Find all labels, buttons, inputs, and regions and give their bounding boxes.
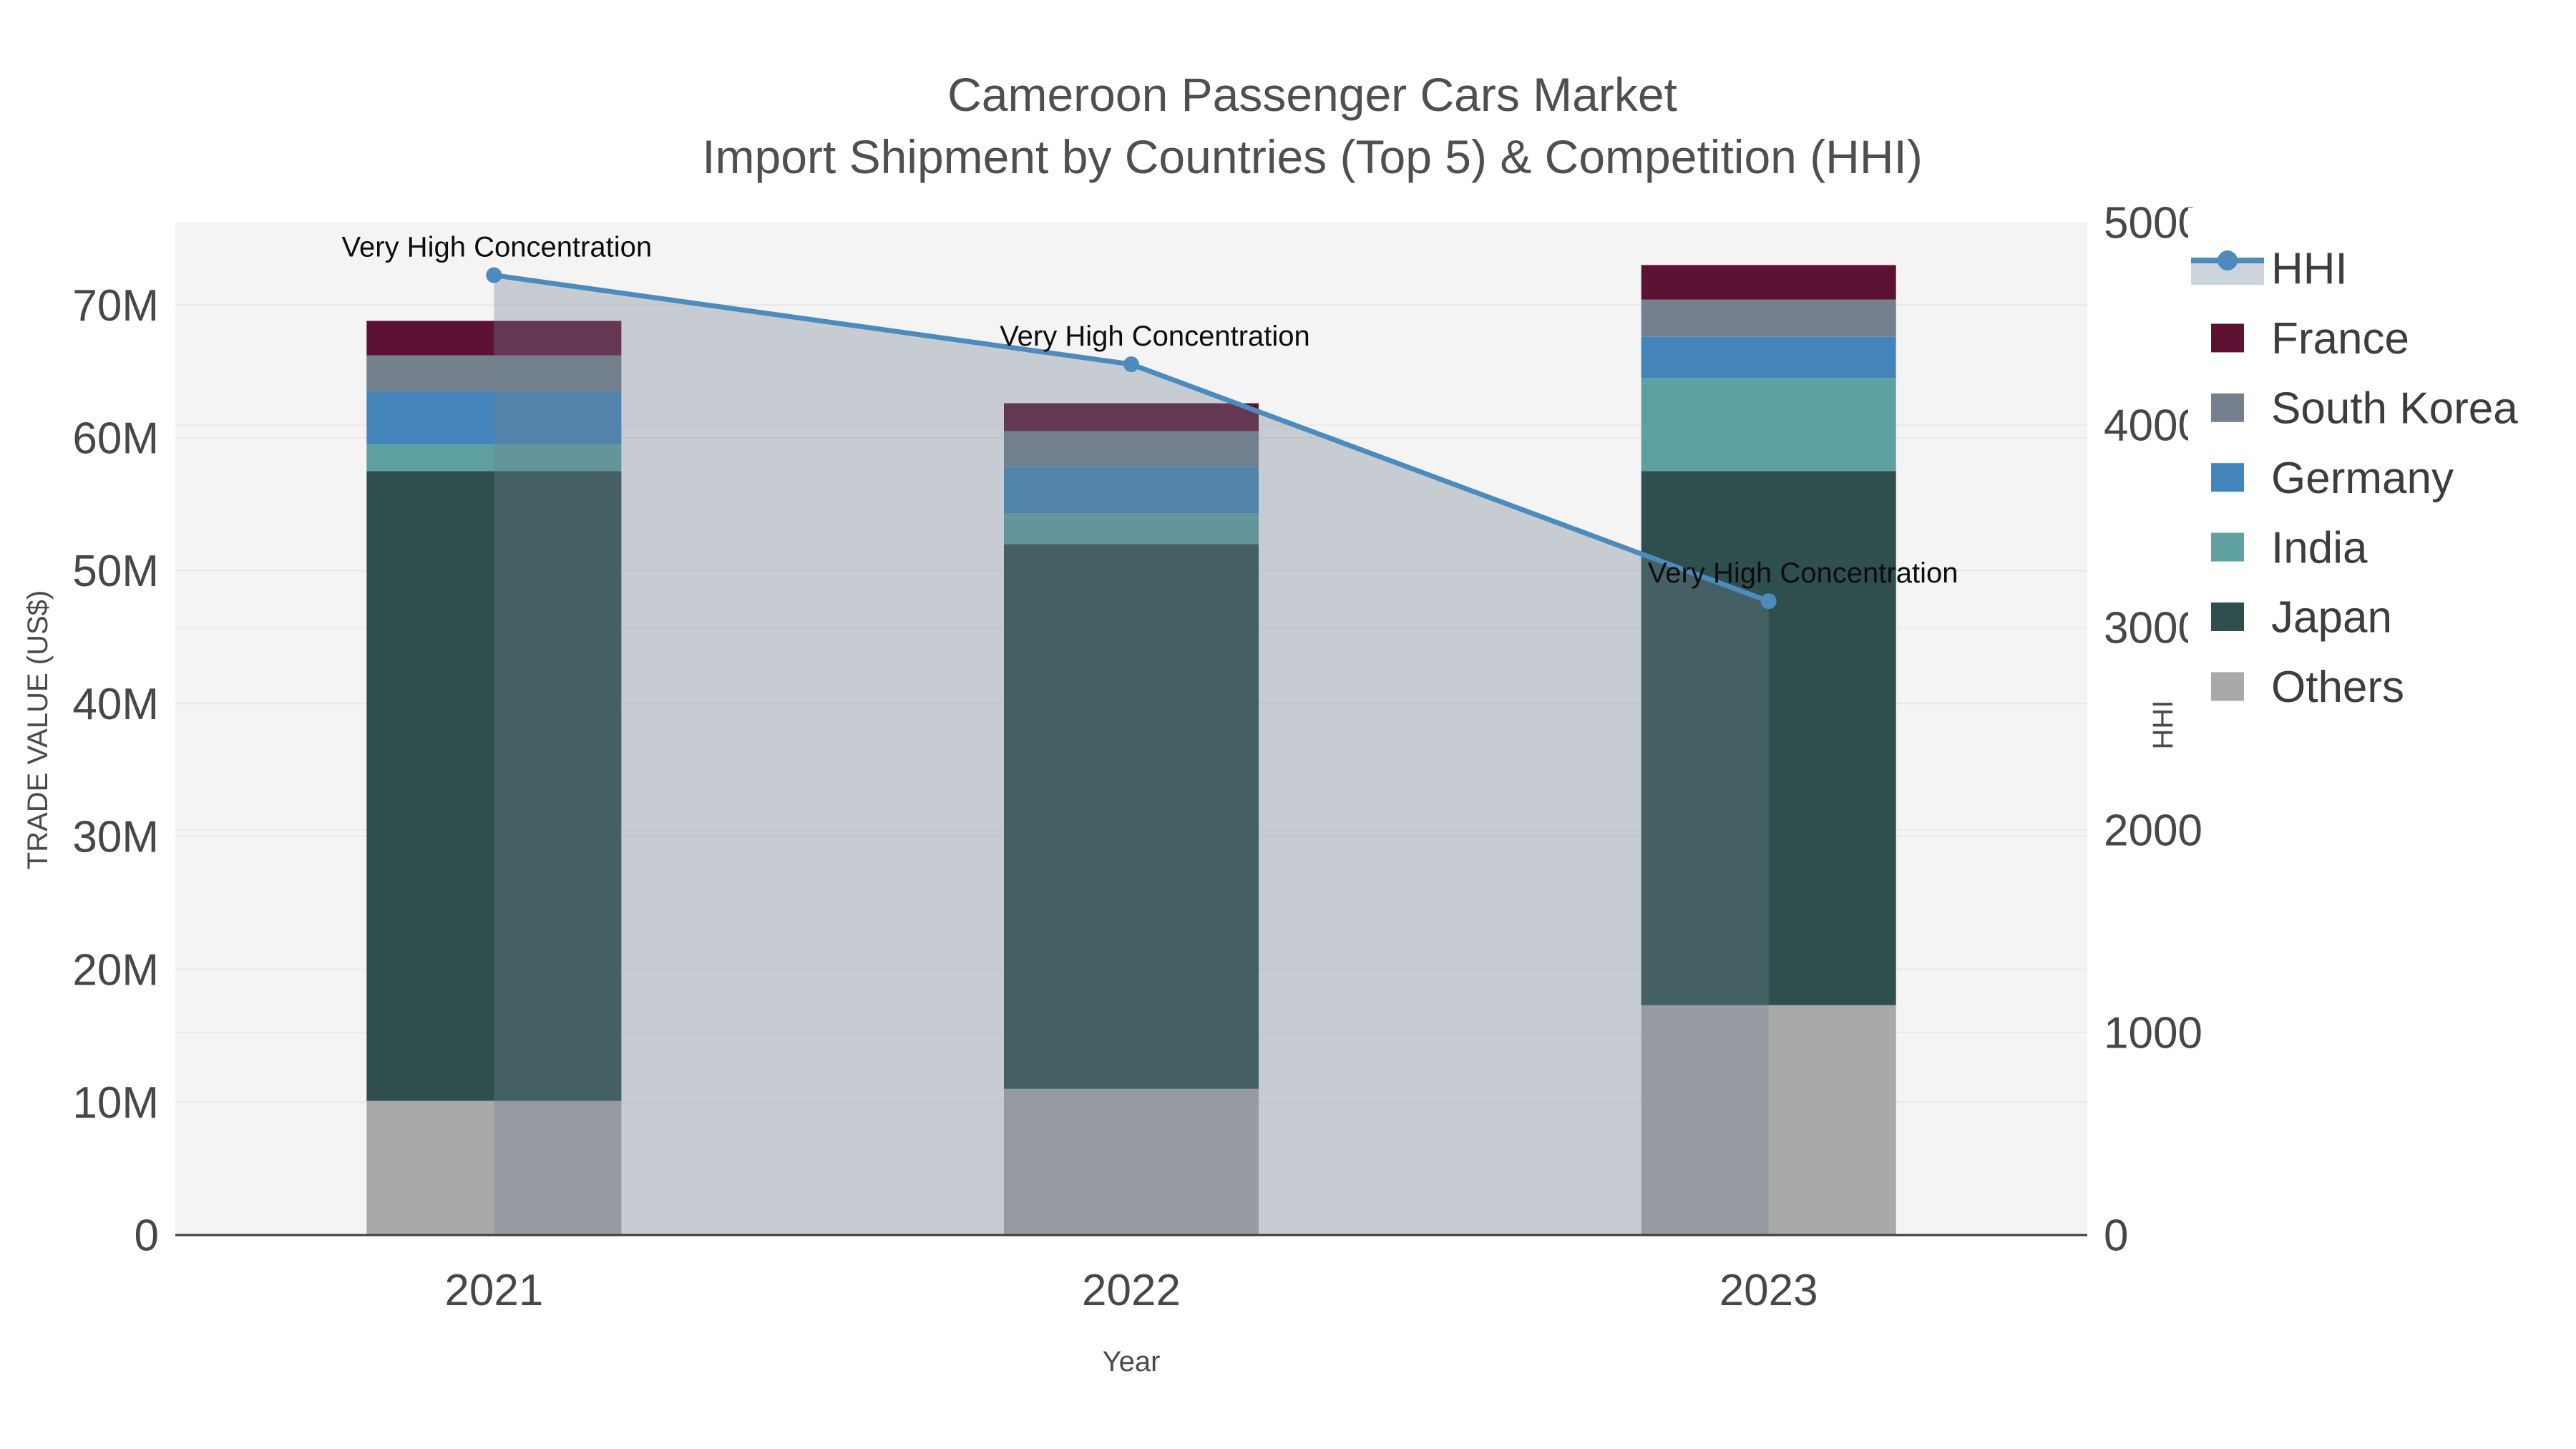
bar-segment-japan-2021[interactable] (366, 471, 622, 1101)
hhi-area-fill (494, 275, 1769, 1236)
annotation-2021: Very High Concentration (342, 232, 653, 263)
y-right-tick: 2000 (2104, 806, 2202, 856)
y-right-tick: 1000 (2104, 1009, 2202, 1058)
bar-segment-germany-2022[interactable] (1004, 467, 1259, 514)
bar-segment-france-2021[interactable] (366, 321, 622, 356)
bar-segment-japan-2023[interactable] (1641, 471, 1896, 1005)
y-left-axis-title: TRADE VALUE (US$) (22, 590, 54, 869)
y-right-tick: 5000 (2104, 199, 2202, 248)
legend-item-france[interactable]: France (2211, 314, 2409, 364)
legend-swatch-germany (2211, 463, 2244, 492)
hhi-point-2023[interactable] (1760, 593, 1777, 610)
bar-segment-south-korea-2022[interactable] (1004, 431, 1259, 467)
y-left-tick: 20M (72, 945, 159, 995)
bar-segment-germany-2021[interactable] (366, 391, 622, 445)
chart-title-line2: Import Shipment by Countries (Top 5) & C… (702, 130, 1923, 183)
bar-segment-india-2022[interactable] (1004, 513, 1259, 545)
hhi-point-2021[interactable] (486, 267, 502, 283)
x-tick-2022: 2022 (1082, 1266, 1181, 1315)
legend: HHI France South Korea Germany India Japan Oth… (2188, 208, 2576, 737)
hhi-line-layer (486, 267, 1777, 610)
y-right-tick: 0 (2104, 1211, 2128, 1261)
legend-item-japan[interactable]: Japan (2211, 593, 2392, 643)
bar-segment-others-2022[interactable] (1004, 1088, 1259, 1235)
y-right-axis-title: HHI (2147, 701, 2179, 750)
y-left-tick: 70M (72, 281, 159, 331)
annotation-2022: Very High Concentration (1000, 321, 1310, 352)
y-left-tick: 60M (72, 414, 159, 464)
x-tick-2023: 2023 (1719, 1266, 1818, 1315)
annotation-layer: Very High Concentration Very High Concent… (342, 232, 1958, 590)
bar-segment-germany-2023[interactable] (1641, 336, 1896, 379)
bar-segment-others-2023[interactable] (1641, 1005, 1896, 1235)
y-left-tick: 50M (72, 547, 159, 596)
y-left-tick: 40M (72, 680, 159, 729)
legend-label: Others (2271, 663, 2404, 712)
bar-segment-south-korea-2021[interactable] (366, 355, 622, 391)
bar-segment-india-2021[interactable] (366, 444, 622, 472)
legend-label: India (2271, 523, 2368, 572)
stacked-bars-layer (366, 265, 1896, 1235)
legend-swatch-japan (2211, 602, 2244, 631)
legend-swatch-india (2211, 532, 2244, 562)
legend-label: Germany (2271, 454, 2454, 503)
hhi-point-2022[interactable] (1123, 356, 1139, 373)
legend-swatch-france (2211, 323, 2244, 353)
x-tick-2021: 2021 (444, 1266, 543, 1315)
y-right-tick: 3000 (2104, 604, 2202, 653)
bar-segment-south-korea-2023[interactable] (1641, 299, 1896, 337)
bar-segment-others-2021[interactable] (366, 1101, 622, 1235)
chart-title-line1: Cameroon Passenger Cars Market (947, 68, 1677, 121)
legend-label: Japan (2271, 593, 2392, 643)
hhi-area-layer (494, 275, 1769, 1236)
legend-swatch-others (2211, 672, 2244, 701)
bar-segment-france-2023[interactable] (1641, 265, 1896, 300)
bar-segment-india-2023[interactable] (1641, 378, 1896, 472)
annotation-2023: Very High Concentration (1648, 557, 1958, 589)
legend-item-india[interactable]: India (2211, 523, 2368, 572)
y-left-tick: 10M (72, 1078, 159, 1128)
legend-background (2188, 208, 2576, 737)
legend-label: France (2271, 314, 2409, 364)
x-axis-title: Year (1103, 1346, 1161, 1377)
legend-item-others[interactable]: Others (2211, 663, 2404, 712)
y-right-tick: 4000 (2104, 401, 2202, 451)
axis-layer: 0 10M 20M 30M 40M 50M 60M 70M 0 1000 2000 3000 4000 5… (72, 199, 2202, 1315)
legend-label: HHI (2271, 245, 2348, 294)
legend-label: South Korea (2271, 384, 2518, 434)
bar-segment-france-2022[interactable] (1004, 403, 1259, 431)
legend-swatch-south-korea (2211, 393, 2244, 422)
bar-segment-japan-2022[interactable] (1004, 544, 1259, 1089)
legend-item-south-korea[interactable]: South Korea (2211, 384, 2518, 434)
legend-item-hhi[interactable]: HHI (2191, 245, 2348, 294)
y-left-tick: 0 (135, 1211, 159, 1261)
y-left-tick: 30M (72, 813, 159, 862)
legend-hhi-marker (2218, 250, 2238, 270)
legend-item-germany[interactable]: Germany (2211, 454, 2454, 503)
